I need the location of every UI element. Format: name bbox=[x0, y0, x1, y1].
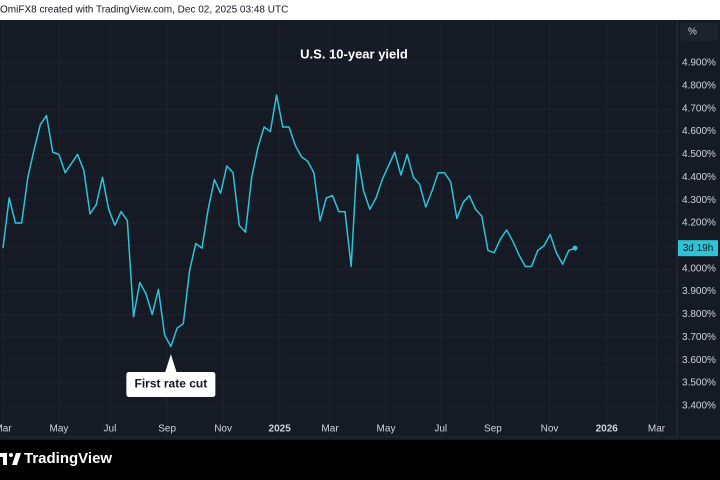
y-unit: % bbox=[688, 27, 697, 38]
unit-box bbox=[680, 23, 718, 41]
last-point bbox=[572, 245, 578, 251]
y-tick-label: 4.400% bbox=[682, 172, 716, 183]
x-tick-label: Jul bbox=[434, 424, 447, 435]
y-tick-label: 4.500% bbox=[682, 149, 716, 160]
footer-logo: TradingView bbox=[24, 450, 112, 467]
y-tick-label: 4.800% bbox=[682, 80, 716, 91]
x-tick-label: Jul bbox=[104, 424, 117, 435]
y-tick-label: 3.700% bbox=[682, 332, 716, 343]
x-tick-label: 2026 bbox=[596, 424, 619, 435]
y-tick-label: 3.500% bbox=[682, 378, 716, 389]
y-tick-label: 4.200% bbox=[682, 218, 716, 229]
x-tick-label: Mar bbox=[321, 424, 339, 435]
x-tick-label: 2025 bbox=[269, 424, 292, 435]
chart-background bbox=[0, 20, 720, 440]
annotation-box bbox=[125, 350, 217, 398]
series-line bbox=[2, 94, 576, 348]
footer-bar bbox=[0, 440, 720, 480]
x-tick-label: May bbox=[49, 424, 68, 435]
y-tick-label: 4.000% bbox=[682, 263, 716, 274]
countdown-text: 3d 19h bbox=[683, 243, 714, 254]
y-tick-label: 3.400% bbox=[682, 401, 716, 412]
logo-icon bbox=[0, 453, 21, 465]
x-tick-label: May bbox=[377, 424, 396, 435]
y-tick-label: 3.800% bbox=[682, 309, 716, 320]
y-tick-label: 3.600% bbox=[682, 355, 716, 366]
grid bbox=[0, 20, 677, 437]
x-tick-label: Mar bbox=[0, 424, 12, 435]
x-tick-label: Mar bbox=[648, 424, 666, 435]
y-tick-label: 4.600% bbox=[682, 126, 716, 137]
chart-title: U.S. 10-year yield bbox=[300, 46, 408, 61]
header-text: OmiFX8 created with TradingView.com, Dec… bbox=[0, 5, 288, 16]
y-tick-label: 4.300% bbox=[682, 195, 716, 206]
x-tick-label: Nov bbox=[541, 424, 559, 435]
x-tick-label: Nov bbox=[214, 424, 232, 435]
x-tick-label: Sep bbox=[158, 424, 176, 435]
annotation-text: First rate cut bbox=[135, 377, 208, 391]
countdown-badge bbox=[678, 240, 718, 257]
x-tick-label: Sep bbox=[484, 424, 502, 435]
header-bar bbox=[0, 0, 720, 20]
y-tick-label: 4.900% bbox=[682, 58, 716, 69]
y-tick-label: 4.700% bbox=[682, 103, 716, 114]
y-tick-label: 3.900% bbox=[682, 286, 716, 297]
